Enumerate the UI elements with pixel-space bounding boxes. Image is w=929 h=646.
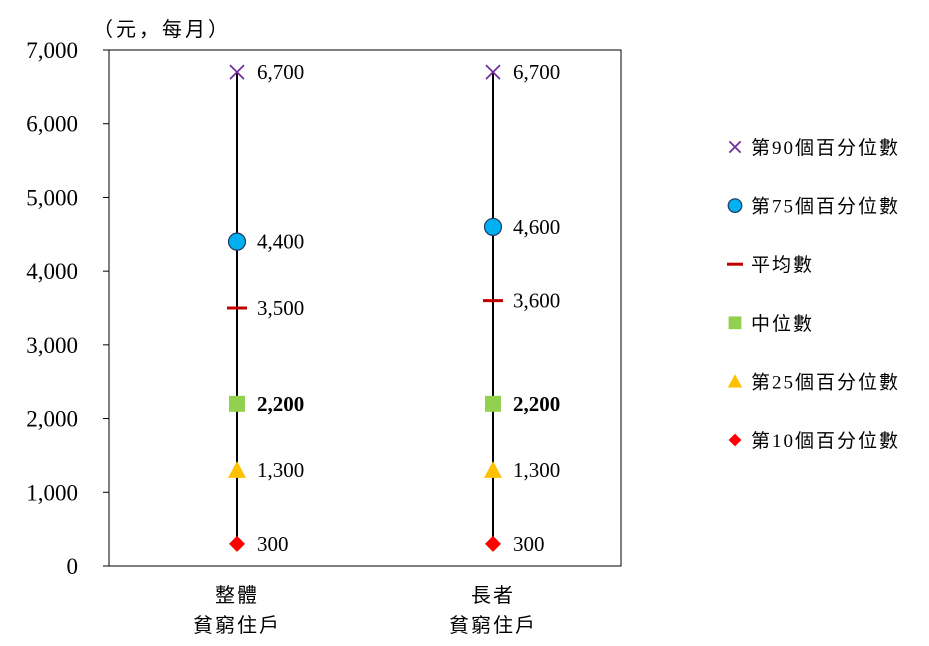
y-tick-label: 6,000 [26,112,78,137]
legend-item-p25: 第25個百分位數 [727,371,900,393]
p10-data-label: 300 [513,532,545,556]
mean-data-label: 3,600 [513,289,560,313]
p10-data-label: 300 [257,532,289,556]
y-tick-label: 3,000 [26,333,78,358]
y-tick-label: 1,000 [26,480,78,505]
x-category-label-line2: 貧窮住戶 [193,614,281,637]
p90-point [229,64,245,80]
plot-area-frame [108,49,622,567]
y-tick-label: 4,000 [26,259,78,284]
legend-median-label: 中位數 [751,313,814,335]
median-point [229,395,245,412]
legend-p25-label: 第25個百分位數 [751,371,900,393]
y-tick-label: 5,000 [26,185,78,210]
legend-item-mean: 平均數 [727,254,814,276]
legend-item-p75: 第75個百分位數 [727,196,900,218]
legend-p90-label: 第90個百分位數 [751,137,900,159]
p25-data-label: 1,300 [513,458,560,482]
p25-point [484,461,502,478]
legend-p10-label: 第10個百分位數 [751,430,900,452]
x-category-label-line2: 貧窮住戶 [449,614,537,637]
p90-data-label: 6,700 [257,60,304,84]
legend-item-p10: 第10個百分位數 [728,430,900,452]
legend-mean-label: 平均數 [751,254,814,276]
p75-point [483,217,503,237]
p90-point [485,64,501,80]
legend-p75-label: 第75個百分位數 [751,196,900,218]
x-category-label-line1: 長者 [471,584,515,607]
mean-data-label: 3,500 [257,296,304,320]
p90-point-stroke-b [229,64,245,80]
p25-data-label: 1,300 [257,458,304,482]
p75-point [227,232,247,251]
legend-median-marker [728,316,742,330]
legend-p90-marker [728,140,742,154]
median-data-label: 2,200 [257,392,304,416]
p10-point [229,535,245,552]
p90-point-stroke-b [485,64,501,80]
p90-data-label: 6,700 [513,60,560,84]
legend-p90-marker-stroke-b [728,140,742,154]
p25-point [228,461,246,478]
p75-data-label: 4,600 [513,215,560,239]
y-axis: 0 1,000 2,000 3,000 4,000 5,000 6,000 7,000 [26,38,109,579]
p10-point [485,535,501,552]
legend-item-p90: 第90個百分位數 [728,137,900,159]
y-tick-label: 7,000 [26,38,78,63]
legend-item-median: 中位數 [728,313,814,335]
legend-p25-marker [727,374,743,388]
legend-p10-marker [728,433,742,447]
plot-marks: 6,700 6,700 4,400 4,600 3,500 3,600 2,200 2,200… [227,60,560,556]
legend-p75-marker [727,198,743,214]
median-point [485,395,501,412]
y-tick-label: 0 [67,554,79,579]
x-category-label-line1: 整體 [215,584,259,607]
y-tick-label: 2,000 [26,407,78,432]
median-data-label: 2,200 [513,392,560,416]
y-axis-unit-label: （元，每月） [93,18,231,41]
p75-data-label: 4,400 [257,230,304,254]
